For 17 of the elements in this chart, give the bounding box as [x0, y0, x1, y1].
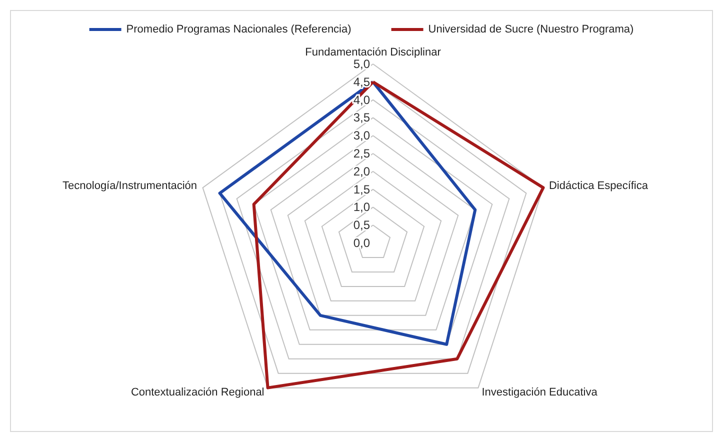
- y-tick-label: 0,0: [353, 236, 370, 250]
- legend-label: Promedio Programas Nacionales (Referencia): [126, 24, 352, 36]
- y-tick-label: 2,0: [353, 164, 370, 178]
- y-tick-label: 1,0: [353, 200, 370, 214]
- y-tick-label: 3,5: [353, 110, 370, 125]
- y-tick-label: 0,5: [353, 218, 370, 232]
- y-tick-label: 2,5: [353, 146, 370, 160]
- spoke-label: Fundamentación Disciplinar: [305, 46, 442, 58]
- y-tick-label: 3,0: [353, 128, 370, 143]
- y-tick-label: 1,5: [353, 182, 370, 196]
- y-tick-label: 4,5: [353, 74, 370, 89]
- spoke-label: Investigación Educativa: [482, 386, 598, 399]
- spoke-label: Tecnología/Instrumentación: [62, 180, 198, 192]
- legend-label: Universidad de Sucre (Nuestro Programa): [428, 24, 634, 36]
- y-tick-label: 5,0: [353, 57, 370, 71]
- spoke-label: Contextualización Regional: [130, 386, 264, 399]
- spoke-label: Didáctica Específica: [548, 180, 649, 192]
